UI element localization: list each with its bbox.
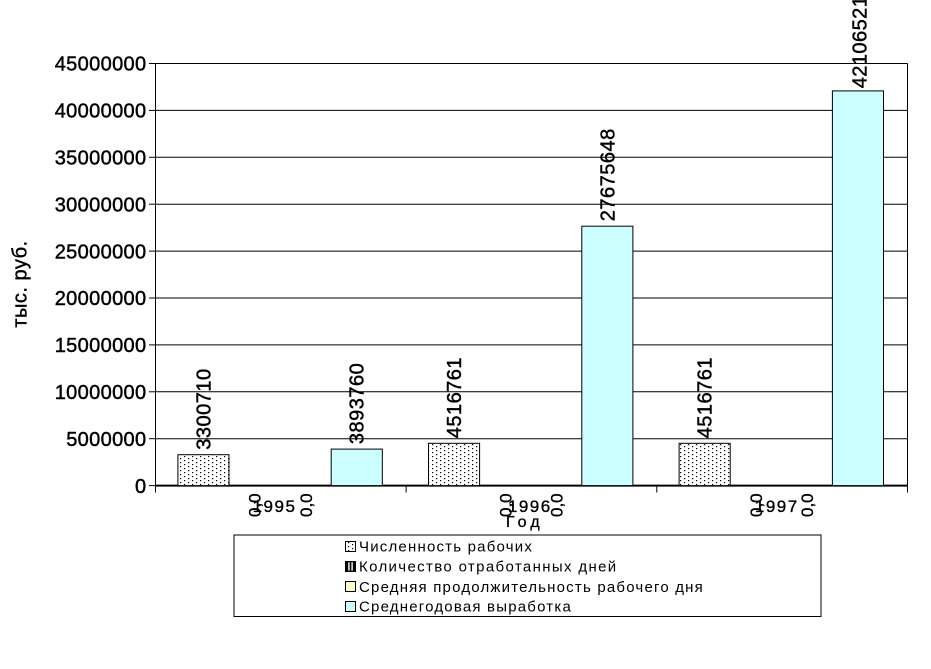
svg-text:42106521: 42106521 <box>850 0 872 88</box>
svg-text:10000000: 10000000 <box>55 382 147 404</box>
svg-text:1997: 1997 <box>755 497 799 516</box>
svg-text:3300710: 3300710 <box>194 368 216 449</box>
svg-text:45000000: 45000000 <box>55 54 147 76</box>
svg-text:Средняя продолжительность рабо: Средняя продолжительность рабочего дня <box>359 579 704 596</box>
svg-text:35000000: 35000000 <box>55 148 147 170</box>
svg-text:0: 0 <box>135 476 146 498</box>
svg-text:4516761: 4516761 <box>444 357 466 438</box>
svg-text:15000000: 15000000 <box>55 335 147 357</box>
svg-text:1995: 1995 <box>253 497 297 516</box>
svg-text:5000000: 5000000 <box>66 429 146 451</box>
svg-text:0,0: 0,0 <box>747 493 766 517</box>
svg-text:4516761: 4516761 <box>695 357 717 438</box>
svg-text:0,0: 0,0 <box>798 493 817 517</box>
svg-text:Год: Год <box>506 514 544 531</box>
svg-text:20000000: 20000000 <box>55 288 147 310</box>
svg-text:0,0: 0,0 <box>297 493 316 517</box>
svg-text:0,0: 0,0 <box>496 493 515 517</box>
svg-text:30000000: 30000000 <box>55 194 147 216</box>
svg-text:0,0: 0,0 <box>246 493 265 517</box>
svg-text:Среднегодовая выработка: Среднегодовая выработка <box>359 599 572 616</box>
svg-text:40000000: 40000000 <box>55 101 147 123</box>
svg-text:1996: 1996 <box>508 497 552 516</box>
svg-text:Количество отработанных дней: Количество отработанных дней <box>359 559 618 576</box>
svg-text:25000000: 25000000 <box>55 241 147 263</box>
svg-text:Численность рабочих: Численность рабочих <box>359 539 533 556</box>
svg-text:3893760: 3893760 <box>347 363 369 444</box>
svg-text:27675648: 27675648 <box>597 128 619 221</box>
svg-text:тыс. руб.: тыс. руб. <box>10 240 32 327</box>
svg-text:0,0: 0,0 <box>547 493 566 517</box>
